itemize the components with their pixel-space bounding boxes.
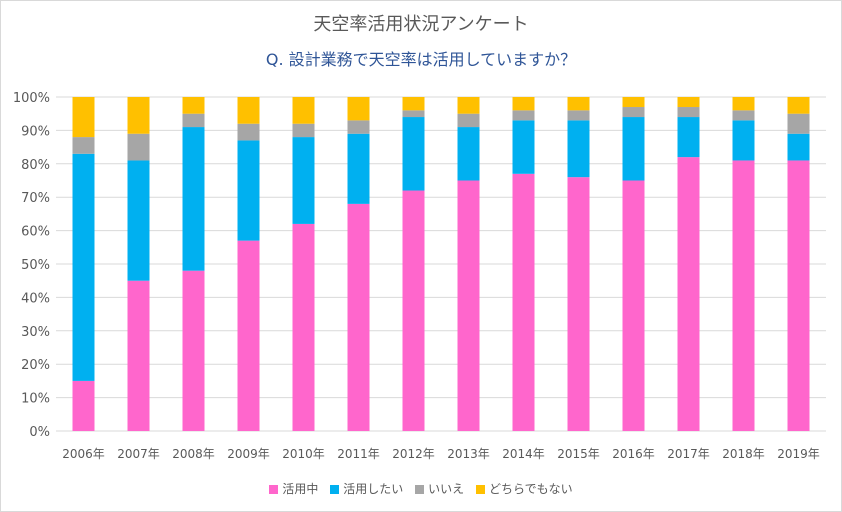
x-tick-label: 2016年 (612, 447, 655, 461)
bar-segment-s1-c6 (402, 117, 425, 191)
legend-label: どちらでもない (488, 482, 573, 496)
bar-segment-s3-c8 (512, 97, 535, 111)
y-tick-label: 0% (29, 425, 50, 440)
bar-segment-s3-c2 (182, 97, 205, 114)
bar-segment-s3-c1 (127, 97, 150, 134)
bar-segment-s1-c12 (732, 120, 755, 161)
bar-segment-s1-c1 (127, 160, 150, 281)
x-tick-label: 2011年 (337, 447, 380, 461)
legend-label: いいえ (428, 482, 465, 496)
bar-segment-s2-c1 (127, 133, 150, 161)
bar-segment-s2-c9 (567, 110, 590, 121)
chart-title: 天空率活用状況アンケート (313, 14, 529, 35)
x-tick-label: 2010年 (282, 447, 325, 461)
y-tick-label: 90% (21, 124, 50, 139)
bar-segment-s2-c5 (347, 120, 370, 134)
x-tick-label: 2018年 (722, 447, 765, 461)
x-tick-label: 2014年 (502, 447, 545, 461)
bar-segment-s2-c3 (237, 123, 260, 141)
y-tick-label: 50% (21, 258, 50, 273)
chart-subtitle: Q. 設計業務で天空率は活用していますか？ (265, 50, 577, 69)
y-tick-label: 10% (21, 392, 50, 407)
bar-segment-s0-c7 (457, 180, 480, 431)
legend-item-katsuyou-shitai: 活用したい (330, 480, 403, 497)
bar-segment-s3-c7 (457, 97, 480, 114)
bar-segment-s0-c5 (347, 203, 370, 431)
y-tick-label: 60% (21, 225, 50, 240)
bar-segment-s0-c3 (237, 240, 260, 431)
bar-segment-s0-c8 (512, 173, 535, 431)
bar-segment-s1-c4 (292, 137, 315, 224)
bar-segment-s1-c9 (567, 120, 590, 178)
x-tick-label: 2007年 (117, 447, 160, 461)
legend-label: 活用中 (282, 482, 319, 496)
x-tick-label: 2019年 (777, 447, 820, 461)
bar-segment-s2-c6 (402, 110, 425, 118)
bar-segment-s3-c9 (567, 97, 590, 111)
x-tick-label: 2015年 (557, 447, 600, 461)
bar-segment-s1-c7 (457, 127, 480, 181)
bar-segment-s1-c11 (677, 117, 700, 158)
x-tick-label: 2017年 (667, 447, 710, 461)
bar-segment-s0-c2 (182, 270, 205, 431)
bar-segment-s3-c5 (347, 97, 370, 121)
y-tick-label: 40% (21, 291, 50, 306)
legend-item-katsuyou-chu: 活用中 (269, 480, 318, 497)
bar-segment-s3-c13 (787, 97, 810, 114)
bar-segment-s1-c8 (512, 120, 535, 174)
x-tick-label: 2008年 (172, 447, 215, 461)
legend-item-dochira-demo-nai: どちらでもない (475, 480, 573, 497)
legend-swatch (475, 485, 485, 494)
y-tick-label: 30% (21, 325, 50, 340)
bar-segment-s0-c11 (677, 157, 700, 431)
x-tick-label: 2013年 (447, 447, 490, 461)
bar-segment-s0-c12 (732, 160, 755, 431)
bar-segment-s0-c13 (787, 160, 810, 431)
y-tick-label: 100% (13, 91, 50, 106)
bar-segment-s1-c13 (787, 133, 810, 161)
bar-segment-s3-c11 (677, 97, 700, 108)
legend-swatch (330, 485, 340, 494)
bar-segment-s0-c0 (72, 380, 95, 431)
bar-segment-s2-c4 (292, 123, 315, 138)
y-tick-label: 20% (21, 358, 50, 373)
bar-segment-s2-c12 (732, 110, 755, 121)
legend-swatch (269, 485, 279, 494)
bar-segment-s3-c6 (402, 97, 425, 111)
legend-swatch (415, 485, 425, 494)
bar-segment-s2-c8 (512, 110, 535, 121)
bar-segment-s1-c5 (347, 133, 370, 204)
bar-segment-s0-c4 (292, 223, 315, 431)
bar-segment-s2-c7 (457, 113, 480, 128)
y-tick-label: 80% (21, 158, 50, 173)
x-tick-label: 2009年 (227, 447, 270, 461)
bar-segment-s2-c10 (622, 107, 645, 118)
bar-segment-s3-c4 (292, 97, 315, 124)
bar-segment-s1-c3 (237, 140, 260, 241)
bar-segment-s3-c12 (732, 97, 755, 111)
legend-item-iie: いいえ (415, 480, 464, 497)
bar-segment-s2-c2 (182, 113, 205, 128)
bar-segment-s0-c6 (402, 190, 425, 431)
bar-segment-s1-c10 (622, 117, 645, 181)
x-tick-label: 2012年 (392, 447, 435, 461)
bar-segment-s3-c0 (72, 97, 95, 138)
bar-segment-s0-c9 (567, 177, 590, 431)
bar-segment-s3-c10 (622, 97, 645, 108)
bar-segment-s1-c0 (72, 153, 95, 381)
bar-segment-s1-c2 (182, 127, 205, 271)
bar-segment-s2-c13 (787, 113, 810, 134)
legend: 活用中 活用したい いいえ どちらでもない (0, 480, 842, 497)
x-tick-label: 2006年 (62, 447, 105, 461)
bar-segment-s2-c0 (72, 137, 95, 154)
bar-segment-s0-c10 (622, 180, 645, 431)
bar-segment-s0-c1 (127, 280, 150, 431)
legend-label: 活用したい (343, 482, 404, 496)
bar-segment-s3-c3 (237, 97, 260, 124)
y-tick-label: 70% (21, 191, 50, 206)
bar-segment-s2-c11 (677, 107, 700, 118)
